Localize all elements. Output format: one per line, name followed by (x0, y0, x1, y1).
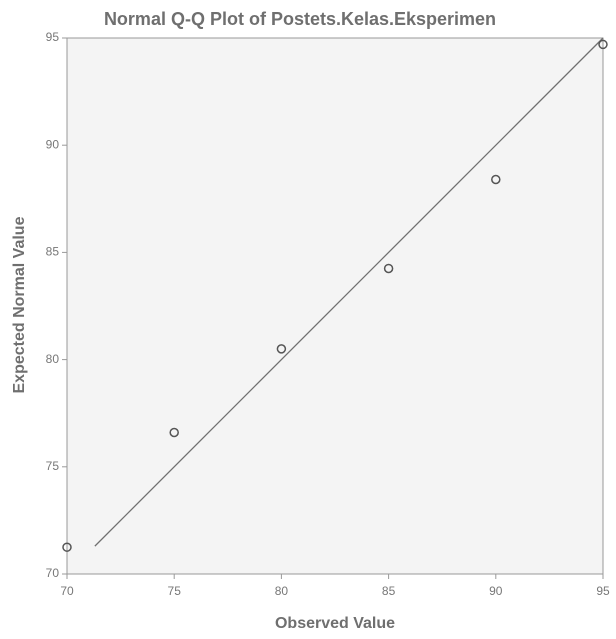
y-tick-label: 75 (46, 459, 60, 473)
chart-title: Normal Q-Q Plot of Postets.Kelas.Eksperi… (104, 9, 496, 29)
x-tick-label: 70 (60, 584, 74, 598)
x-tick-label: 80 (275, 584, 289, 598)
chart: Normal Q-Q Plot of Postets.Kelas.Eksperi… (0, 0, 616, 639)
y-axis-label: Expected Normal Value (11, 216, 28, 393)
y-tick-label: 70 (46, 566, 60, 580)
y-tick-label: 85 (46, 245, 60, 259)
y-tick-label: 95 (46, 30, 60, 44)
x-tick-label: 95 (596, 584, 610, 598)
x-tick-label: 75 (168, 584, 182, 598)
x-tick-label: 85 (382, 584, 396, 598)
y-tick-label: 90 (46, 137, 60, 151)
y-tick-label: 80 (46, 352, 60, 366)
x-tick-label: 90 (489, 584, 503, 598)
x-axis-label: Observed Value (275, 615, 395, 632)
